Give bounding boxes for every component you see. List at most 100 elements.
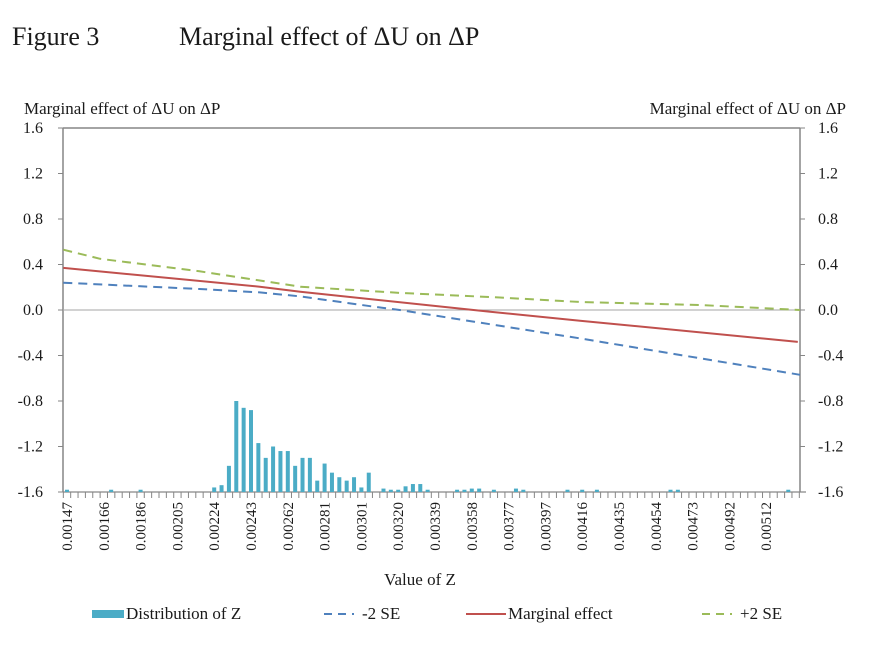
histogram-bar bbox=[388, 489, 393, 492]
legend-item-plus-2se: +2 SE bbox=[700, 604, 782, 624]
histogram-bar bbox=[315, 480, 320, 492]
legend-label-distribution: Distribution of Z bbox=[126, 604, 242, 623]
histogram-bar bbox=[300, 457, 305, 492]
histogram-bar bbox=[469, 488, 474, 492]
x-tick-label: 0.00281 bbox=[318, 502, 334, 551]
histogram-bar bbox=[344, 480, 349, 492]
histogram-bar bbox=[219, 485, 224, 492]
histogram-bar bbox=[675, 489, 680, 492]
legend-label-marginal-effect: Marginal effect bbox=[508, 604, 613, 623]
histogram-bar bbox=[396, 489, 401, 492]
axes bbox=[58, 127, 806, 498]
series-line-marginal-effect bbox=[63, 266, 798, 343]
y-tick-label-right: -0.4 bbox=[818, 348, 843, 365]
histogram-bar bbox=[403, 486, 408, 492]
histogram-bar bbox=[381, 488, 386, 492]
y-tick-label-right: -1.2 bbox=[818, 439, 843, 456]
y-tick-label-left: -0.8 bbox=[18, 393, 43, 410]
histogram-bar bbox=[366, 472, 371, 492]
y-tick-label-left: 1.6 bbox=[23, 120, 43, 137]
legend-swatch-marginal-effect bbox=[466, 613, 506, 615]
x-tick-label: 0.00416 bbox=[575, 502, 591, 551]
x-tick-label: 0.00243 bbox=[244, 502, 260, 551]
x-axis-title: Value of Z bbox=[384, 570, 456, 589]
histogram-bar bbox=[65, 489, 69, 492]
chart: Marginal effect of ΔU on ΔP Marginal eff… bbox=[18, 99, 846, 589]
histogram-bar bbox=[226, 465, 231, 492]
histogram-bar bbox=[491, 489, 496, 492]
x-tick-label: 0.00224 bbox=[207, 502, 223, 551]
histogram-bar bbox=[477, 488, 482, 492]
x-tick-label: 0.00339 bbox=[428, 502, 444, 551]
histogram-bar bbox=[786, 489, 791, 492]
tick-labels: 1.6 1.6 1.2 1.2 0.8 0.8 0.4 0.4 0.0 0.0 -0.4 -0.4 -0… bbox=[18, 120, 844, 551]
histogram-bar bbox=[513, 488, 518, 492]
histogram-bar bbox=[329, 472, 334, 492]
y-axis-title-left: Marginal effect of ΔU on ΔP bbox=[24, 99, 220, 118]
legend-swatch-plus-2se bbox=[702, 613, 732, 615]
y-tick-label-right: 1.6 bbox=[818, 120, 838, 137]
legend-item-minus-2se: -2 SE bbox=[322, 604, 400, 624]
legend: Distribution of Z -2 SE Marginal effect … bbox=[0, 604, 896, 630]
legend-swatch-minus-2se bbox=[324, 613, 354, 615]
x-tick-label: 0.00262 bbox=[281, 502, 297, 551]
histogram-bar bbox=[565, 489, 570, 492]
y-tick-label-right: 0.0 bbox=[818, 302, 838, 319]
y-tick-label-right: 0.8 bbox=[818, 211, 838, 228]
y-tick-label-right: 1.2 bbox=[818, 166, 838, 183]
x-tick-label: 0.00454 bbox=[649, 502, 665, 551]
x-tick-label: 0.00397 bbox=[538, 502, 554, 551]
y-tick-label-left: 1.2 bbox=[23, 166, 43, 183]
y-tick-label-left: -0.4 bbox=[18, 348, 43, 365]
y-tick-label-left: -1.6 bbox=[18, 484, 43, 501]
histogram-bar bbox=[322, 463, 327, 492]
x-tick-label: 0.00301 bbox=[354, 502, 370, 551]
legend-label-plus-2se: +2 SE bbox=[740, 604, 783, 623]
y-tick-label-left: 0.8 bbox=[23, 211, 43, 228]
x-tick-label: 0.00435 bbox=[612, 502, 628, 551]
x-tick-label: 0.00186 bbox=[134, 502, 150, 551]
series-line-minus-2se bbox=[63, 281, 801, 376]
histogram-bar bbox=[410, 484, 415, 492]
y-tick-label-left: 0.0 bbox=[23, 302, 43, 319]
legend-item-distribution: Distribution of Z bbox=[92, 604, 241, 624]
histogram-bar bbox=[580, 489, 585, 492]
y-tick-label-right: 0.4 bbox=[818, 257, 838, 274]
histogram-bars bbox=[65, 401, 791, 492]
histogram-bar bbox=[109, 489, 114, 492]
x-tick-label: 0.00147 bbox=[60, 502, 76, 551]
histogram-bar bbox=[359, 487, 364, 492]
legend-swatch-distribution bbox=[92, 610, 124, 618]
x-tick-label: 0.00492 bbox=[722, 502, 738, 551]
x-tick-label: 0.00358 bbox=[465, 502, 481, 551]
series-line-plus-2se bbox=[63, 248, 801, 311]
histogram-bar bbox=[418, 484, 423, 492]
histogram-bar bbox=[293, 465, 298, 492]
histogram-bar bbox=[668, 489, 673, 492]
histogram-bar bbox=[307, 457, 312, 492]
x-tick-label: 0.00377 bbox=[502, 502, 518, 551]
histogram-bar bbox=[256, 443, 261, 492]
histogram-bar bbox=[352, 477, 357, 492]
histogram-bar bbox=[337, 477, 342, 492]
histogram-bar bbox=[138, 489, 143, 492]
x-tick-label: 0.00205 bbox=[170, 502, 186, 551]
series-lines bbox=[63, 248, 801, 376]
histogram-bar bbox=[521, 489, 526, 492]
figure-number: Figure 3 bbox=[12, 22, 100, 51]
y-tick-label-left: -1.2 bbox=[18, 439, 43, 456]
figure-title: Marginal effect of ΔU on ΔP bbox=[179, 22, 480, 51]
y-axis-title-right: Marginal effect of ΔU on ΔP bbox=[650, 99, 846, 118]
y-tick-label-left: 0.4 bbox=[23, 257, 43, 274]
histogram-bar bbox=[455, 489, 460, 492]
histogram-bar bbox=[241, 407, 246, 492]
histogram-bar bbox=[212, 487, 217, 492]
x-tick-label: 0.00512 bbox=[759, 502, 775, 551]
histogram-bar bbox=[594, 489, 599, 492]
x-tick-label: 0.00320 bbox=[391, 502, 407, 551]
histogram-bar bbox=[249, 410, 253, 492]
histogram-bar bbox=[263, 457, 268, 492]
histogram-bar bbox=[462, 489, 467, 492]
x-tick-label: 0.00166 bbox=[97, 502, 113, 551]
legend-item-marginal-effect: Marginal effect bbox=[466, 604, 613, 624]
